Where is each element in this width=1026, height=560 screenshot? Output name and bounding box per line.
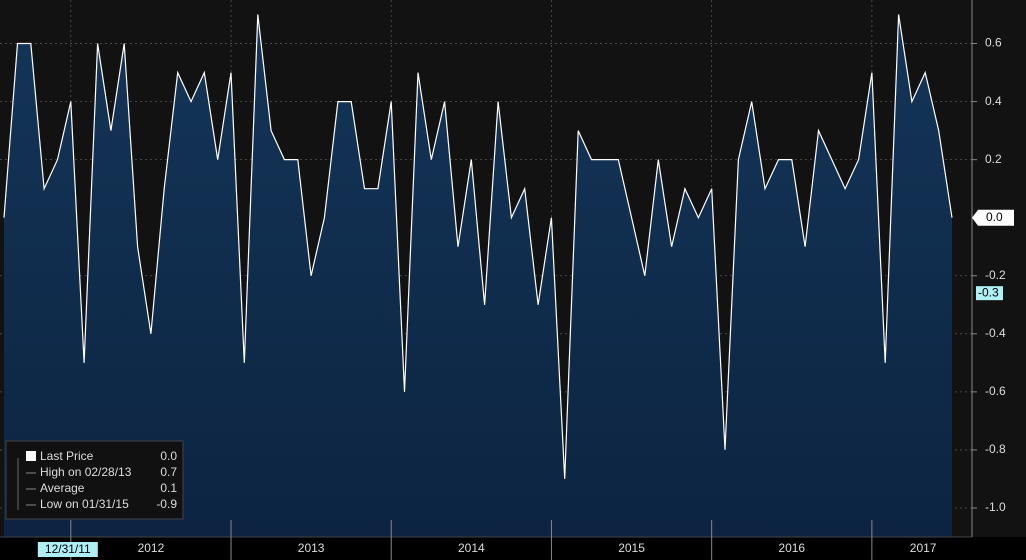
y-tick-label: 0.2	[985, 152, 1002, 166]
line	[3, 14, 953, 479]
y-tick-label: 0.6	[985, 36, 1002, 50]
x-axis-band	[0, 537, 1026, 560]
last-price-tag-bg	[972, 209, 1014, 226]
area	[4, 14, 952, 537]
y-tick-label: 0.4	[985, 94, 1002, 108]
y-tick-label: -1.0	[985, 500, 1006, 514]
legend: Last Price 0.0 High on 02/28/13 0.7 Average 0…	[5, 440, 184, 520]
crosshair-label-bg	[37, 542, 98, 557]
y-tick-label: -0.4	[985, 326, 1006, 340]
y-tick-label: -0.8	[985, 442, 1006, 456]
x-tick-label: 2015	[618, 541, 645, 555]
average-tag: -0.3	[978, 285, 999, 299]
average-tag-bg	[976, 286, 1003, 301]
legend-name: Low on 01/31/15	[40, 497, 129, 511]
legend-value: 0.0	[160, 449, 177, 463]
x-tick-label: 2014	[458, 541, 485, 555]
last-price-tag: 0.0	[986, 210, 1003, 224]
legend-value: 0.7	[160, 465, 177, 479]
x-tick-label: 2017	[910, 541, 937, 555]
x-tick-label: 2016	[778, 541, 805, 555]
legend-name: Last Price	[40, 449, 94, 463]
legend-name: Average	[40, 481, 85, 495]
x-tick-label: 2013	[298, 541, 325, 555]
legend-swatch	[26, 451, 36, 461]
legend-value: -0.9	[156, 497, 177, 511]
legend-value: 0.1	[160, 481, 177, 495]
y-tick-label: -0.2	[985, 268, 1006, 282]
x-tick-label: 2012	[138, 541, 165, 555]
y-tick-label: -0.6	[985, 384, 1006, 398]
legend-name: High on 02/28/13	[40, 465, 132, 479]
crosshair-label: 12/31/11	[45, 542, 91, 556]
